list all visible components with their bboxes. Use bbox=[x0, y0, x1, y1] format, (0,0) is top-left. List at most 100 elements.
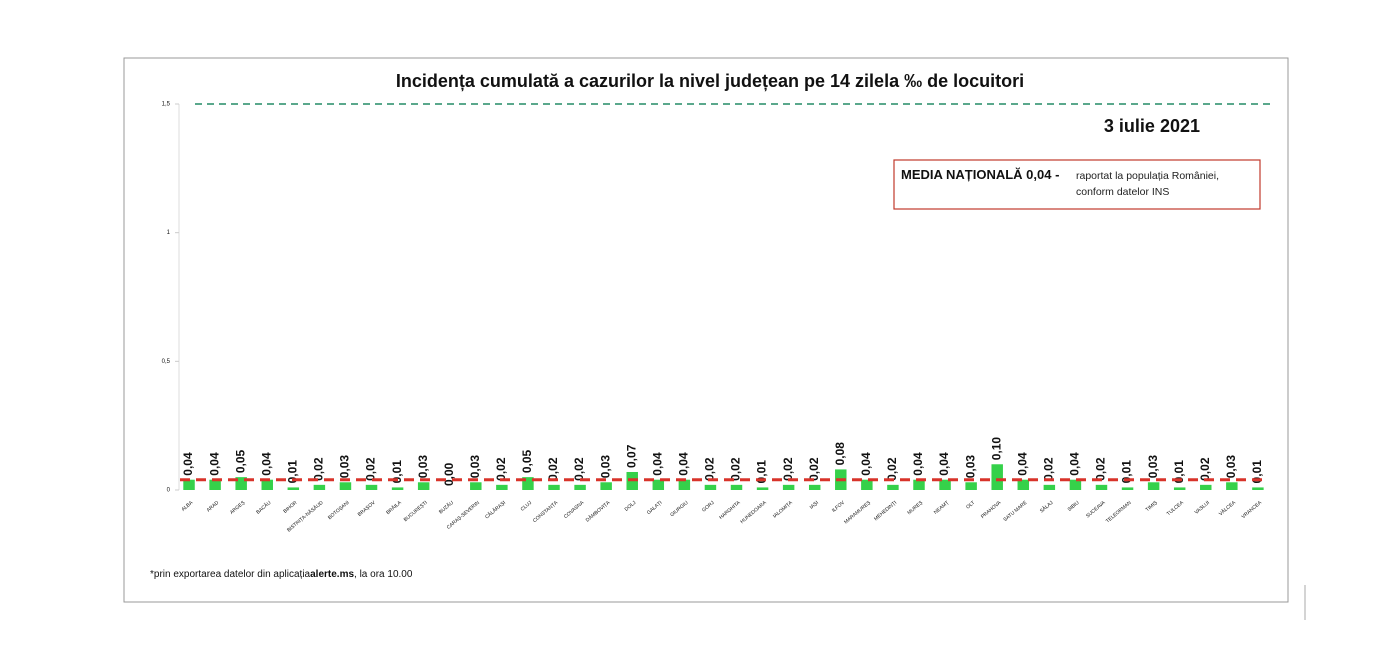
x-tick-label: IAȘI bbox=[809, 500, 820, 511]
value-label: 0,04 bbox=[1068, 452, 1082, 476]
bar bbox=[1121, 487, 1134, 490]
bar bbox=[887, 484, 899, 490]
annotation-text-wrap: raportat la populația României, conform … bbox=[1076, 170, 1220, 198]
value-label: 0,02 bbox=[807, 457, 821, 481]
bar bbox=[1043, 484, 1056, 490]
bar bbox=[730, 484, 743, 490]
value-label: 0,05 bbox=[520, 449, 534, 473]
bar bbox=[1017, 479, 1030, 490]
bar bbox=[678, 479, 691, 490]
value-label: 0,05 bbox=[233, 449, 247, 473]
value-label: 0,04 bbox=[911, 452, 925, 476]
value-label: 0,01 bbox=[1120, 460, 1134, 484]
value-label: 0,01 bbox=[390, 460, 404, 484]
bar bbox=[313, 484, 326, 490]
bar bbox=[704, 484, 717, 490]
y-tick-label: 1 bbox=[167, 230, 171, 236]
bar bbox=[965, 482, 977, 490]
value-label: 0,01 bbox=[755, 460, 769, 484]
value-label: 0,04 bbox=[859, 452, 873, 476]
bar bbox=[548, 484, 560, 490]
value-label: 0,02 bbox=[546, 457, 560, 481]
value-label: 0,02 bbox=[729, 457, 743, 481]
footnote-before: *prin exportarea datelor din aplicația bbox=[150, 569, 311, 580]
bar bbox=[808, 484, 821, 490]
value-label: 0,02 bbox=[1198, 457, 1212, 481]
bar bbox=[183, 479, 195, 490]
value-label: 0,03 bbox=[468, 455, 482, 479]
footnote-after: , la ora 10.00 bbox=[354, 569, 413, 580]
value-label: 0,01 bbox=[1172, 460, 1186, 484]
bar bbox=[1095, 484, 1108, 490]
value-label: 0,04 bbox=[937, 452, 951, 476]
value-label: 0,02 bbox=[494, 457, 508, 481]
value-label: 0,04 bbox=[207, 452, 221, 476]
value-label: 0,02 bbox=[364, 457, 378, 481]
bar bbox=[391, 487, 404, 490]
bar bbox=[1069, 479, 1082, 490]
value-label: 0,02 bbox=[572, 457, 586, 481]
bar bbox=[1173, 487, 1186, 490]
bar bbox=[1226, 482, 1238, 490]
bar bbox=[209, 479, 221, 490]
value-label: 0,03 bbox=[1224, 455, 1238, 479]
footnote-bold: alerte.ms bbox=[310, 569, 354, 580]
value-label: 0,01 bbox=[1250, 460, 1264, 484]
chart-title: Incidența cumulată a cazurilor la nivel … bbox=[396, 71, 1024, 91]
bar bbox=[496, 484, 508, 490]
value-label: 0,04 bbox=[259, 452, 273, 476]
value-label: 0,03 bbox=[1146, 455, 1160, 479]
annotation: MEDIA NAȚIONALĂ 0,04 - bbox=[901, 167, 1059, 182]
value-label: 0,04 bbox=[181, 452, 195, 476]
value-label: 0,03 bbox=[338, 455, 352, 479]
bar bbox=[1200, 484, 1212, 490]
bar bbox=[756, 487, 769, 490]
value-label: 0,04 bbox=[1015, 452, 1029, 476]
bar bbox=[417, 482, 430, 490]
value-label: 0,02 bbox=[703, 457, 717, 481]
value-label: 0,02 bbox=[312, 457, 326, 481]
value-label: 0,08 bbox=[833, 442, 847, 466]
value-label: 0,07 bbox=[624, 444, 638, 468]
bar bbox=[339, 482, 352, 490]
chart-frame bbox=[123, 57, 1289, 603]
x-tick-label: OLT bbox=[965, 500, 976, 511]
value-label: 0,04 bbox=[650, 452, 664, 476]
annotation-bold: MEDIA NAȚIONALĂ 0,04 - bbox=[901, 167, 1059, 182]
value-label: 0,02 bbox=[1094, 457, 1108, 481]
value-label: 0,03 bbox=[598, 455, 612, 479]
value-label: 0,02 bbox=[781, 457, 795, 481]
value-label: 0,01 bbox=[285, 460, 299, 484]
bar bbox=[235, 477, 247, 490]
value-label: 0,02 bbox=[1042, 457, 1056, 481]
bar bbox=[913, 479, 925, 490]
y-tick-label: 1,5 bbox=[162, 102, 171, 108]
value-label: 0,00 bbox=[442, 462, 456, 486]
footnote: *prin exportarea datelor din aplicațiaal… bbox=[150, 569, 413, 580]
annotation-box bbox=[893, 159, 1261, 210]
bar bbox=[991, 464, 1003, 490]
value-label: 0,10 bbox=[989, 437, 1003, 461]
value-label: 0,03 bbox=[963, 455, 977, 479]
y-tick-label: 0,5 bbox=[162, 359, 171, 365]
bar bbox=[261, 479, 273, 490]
bar bbox=[861, 479, 873, 490]
annotation-text: raportat la populația României, conform … bbox=[1076, 170, 1220, 198]
value-label: 0,04 bbox=[677, 452, 691, 476]
bar bbox=[365, 484, 378, 490]
bar bbox=[1252, 487, 1264, 490]
bar bbox=[652, 479, 665, 490]
bar bbox=[287, 487, 300, 490]
bar bbox=[782, 484, 795, 490]
value-label: 0,02 bbox=[885, 457, 899, 481]
bar bbox=[600, 482, 612, 490]
date-label: 3 iulie 2021 bbox=[1104, 116, 1200, 136]
bar bbox=[1147, 482, 1160, 490]
bar bbox=[574, 484, 586, 490]
bar bbox=[522, 477, 534, 490]
bar bbox=[470, 482, 482, 490]
bar bbox=[939, 479, 951, 490]
y-tick-label: 0 bbox=[167, 488, 171, 494]
value-label: 0,03 bbox=[416, 455, 430, 479]
